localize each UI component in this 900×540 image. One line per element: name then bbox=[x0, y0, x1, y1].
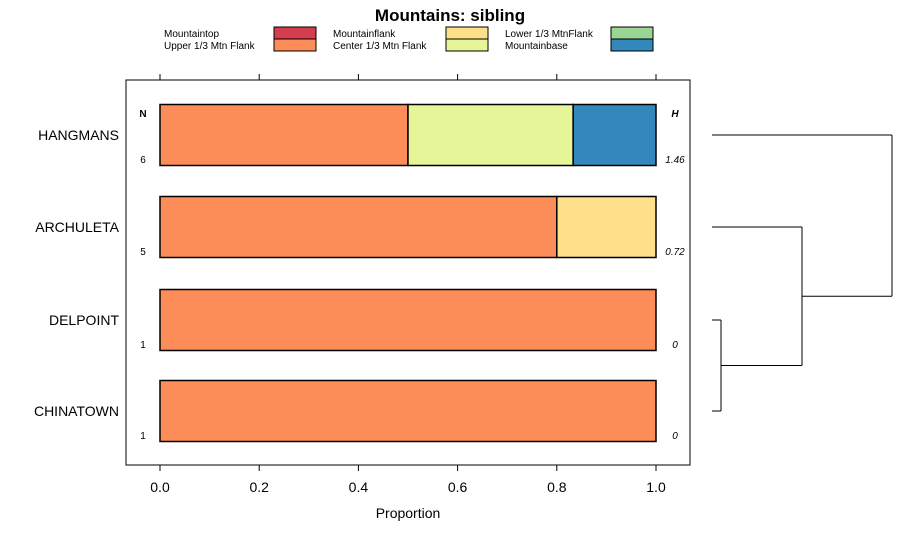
bar-segment-archuleta-upper-1-3-mtn-flank bbox=[159, 195, 558, 259]
dendrogram bbox=[712, 134, 893, 412]
legend-label-upper-1-3-mtn-flank: Upper 1/3 Mtn Flank bbox=[164, 41, 256, 52]
x-tick-label: 1.0 bbox=[646, 479, 666, 495]
legend-label-lower-1-3-mtnflank: Lower 1/3 MtnFlank bbox=[505, 29, 594, 40]
chart-title: Mountains: sibling bbox=[375, 6, 525, 25]
x-tick-label: 0.2 bbox=[249, 479, 269, 495]
legend-label-mountainbase: Mountainbase bbox=[505, 41, 568, 52]
legend-swatch-lower-1-3-mtnflank bbox=[610, 26, 654, 40]
x-axis-title: Proportion bbox=[376, 505, 441, 521]
n-header: N bbox=[139, 109, 146, 120]
x-tick-label: 0.6 bbox=[448, 479, 468, 495]
legend-label-mountaintop: Mountaintop bbox=[164, 29, 219, 40]
plot-frame bbox=[125, 79, 691, 466]
x-axis: 0.0 0.2 0.4 0.6 0.8 1.0 bbox=[150, 74, 666, 495]
category-label-archuleta: ARCHULETA bbox=[35, 219, 119, 235]
annotations: N H 6 1.46 5 0.72 1 0 1 0 bbox=[139, 109, 685, 442]
bars: HANGMANS ARCHULETA DELPOINT CHINATOWN bbox=[34, 103, 657, 443]
legend-swatch-mountainbase bbox=[610, 38, 654, 52]
h-header: H bbox=[671, 109, 679, 120]
legend-label-mountainflank: Mountainflank bbox=[333, 29, 396, 40]
legend-label-center-1-3-mtn-flank: Center 1/3 Mtn Flank bbox=[333, 41, 427, 52]
bar-segment-hangmans-upper-1-3-mtn-flank bbox=[159, 103, 409, 167]
h-value-delpoint: 0 bbox=[672, 340, 678, 351]
legend-swatch-mountaintop bbox=[273, 26, 317, 40]
x-tick-label: 0.8 bbox=[547, 479, 567, 495]
bar-segment-chinatown-upper-1-3-mtn-flank bbox=[159, 379, 657, 443]
n-value-chinatown: 1 bbox=[140, 431, 146, 442]
category-label-hangmans: HANGMANS bbox=[38, 127, 119, 143]
bar-segment-hangmans-center-1-3-mtn-flank bbox=[407, 103, 574, 167]
h-value-hangmans: 1.46 bbox=[665, 155, 685, 166]
bar-segment-archuleta-mountainflank bbox=[556, 195, 657, 259]
h-value-archuleta: 0.72 bbox=[665, 247, 685, 258]
bar-segment-hangmans-mountainbase bbox=[572, 103, 657, 167]
n-value-hangmans: 6 bbox=[140, 155, 146, 166]
legend-swatch-upper-1-3-mtn-flank bbox=[273, 38, 317, 52]
x-tick-label: 0.4 bbox=[349, 479, 369, 495]
x-tick-label: 0.0 bbox=[150, 479, 170, 495]
bar-segment-delpoint-upper-1-3-mtn-flank bbox=[159, 288, 657, 352]
category-label-chinatown: CHINATOWN bbox=[34, 403, 119, 419]
category-label-delpoint: DELPOINT bbox=[49, 312, 119, 328]
h-value-chinatown: 0 bbox=[672, 431, 678, 442]
legend-swatch-center-1-3-mtn-flank bbox=[445, 38, 489, 52]
legend-swatch-mountainflank bbox=[445, 26, 489, 40]
n-value-archuleta: 5 bbox=[140, 247, 146, 258]
n-value-delpoint: 1 bbox=[140, 340, 146, 351]
